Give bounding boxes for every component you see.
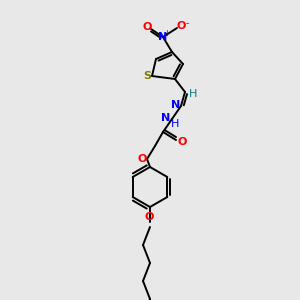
Text: +: +	[164, 28, 170, 38]
Text: O: O	[176, 21, 186, 31]
Text: N: N	[171, 100, 181, 110]
Text: H: H	[189, 89, 197, 99]
Text: N: N	[161, 113, 171, 123]
Text: O: O	[142, 22, 152, 32]
Text: O: O	[177, 137, 187, 147]
Text: H: H	[171, 119, 179, 129]
Text: -: -	[185, 18, 189, 28]
Text: N: N	[158, 32, 168, 42]
Text: O: O	[144, 212, 154, 222]
Text: S: S	[143, 71, 151, 81]
Text: O: O	[137, 154, 147, 164]
